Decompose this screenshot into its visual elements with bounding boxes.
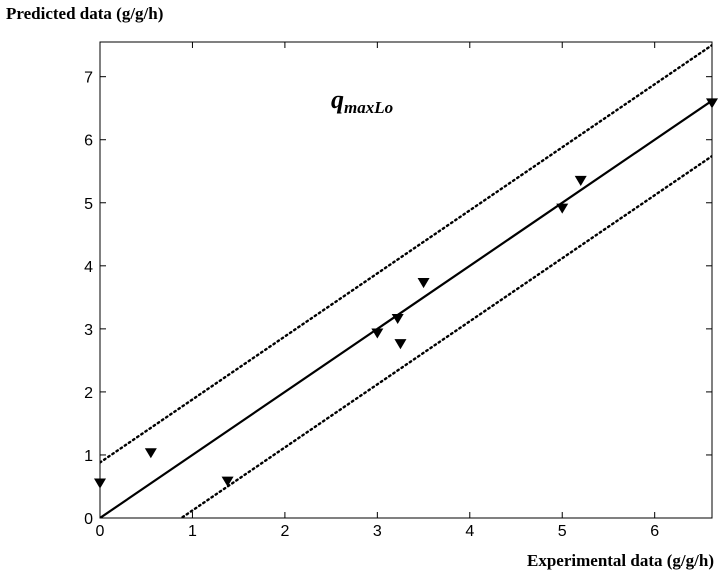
x-tick-label: 2 (280, 523, 289, 540)
y-tick-label: 2 (84, 385, 93, 402)
fit-lines (100, 43, 712, 518)
y-axis-label: Predicted data (g/g/h) (6, 4, 164, 23)
data-point (417, 278, 430, 289)
data-point (371, 328, 384, 339)
data-point (94, 478, 106, 489)
data-point (706, 98, 718, 109)
x-tick-label: 5 (558, 523, 567, 540)
y-tick-label: 3 (84, 322, 93, 339)
x-tick-label: 0 (96, 523, 105, 540)
data-point (394, 339, 407, 350)
data-point (556, 203, 569, 214)
plot-area (99, 41, 713, 519)
data-point (574, 175, 587, 186)
y-tick-label: 5 (84, 196, 93, 213)
y-tick-label: 1 (84, 448, 93, 465)
y-tick-label: 7 (84, 70, 93, 87)
annotation-sub: maxLo (344, 98, 394, 117)
y-tick-label: 6 (84, 133, 93, 150)
x-tick-label: 6 (650, 523, 659, 540)
x-axis-label: Experimental data (g/g/h) (527, 551, 714, 570)
data-point (144, 448, 157, 459)
q-max-annotation: qmaxLo (331, 85, 393, 118)
x-tick-label: 3 (373, 523, 382, 540)
annotation-main: q (331, 85, 344, 114)
data-point (221, 476, 234, 487)
axis-ticks: 0 1 2 3 4 5 6 0 1 2 3 4 5 6 7 (84, 42, 712, 540)
data-points (94, 98, 718, 489)
x-tick-label: 1 (188, 523, 197, 540)
y-tick-label: 4 (84, 259, 93, 276)
y-tick-label: 0 (84, 511, 93, 528)
fit-line (100, 99, 712, 518)
x-tick-label: 4 (465, 523, 474, 540)
confidence-line (100, 43, 712, 464)
data-point (391, 313, 404, 325)
confidence-line (179, 154, 712, 518)
